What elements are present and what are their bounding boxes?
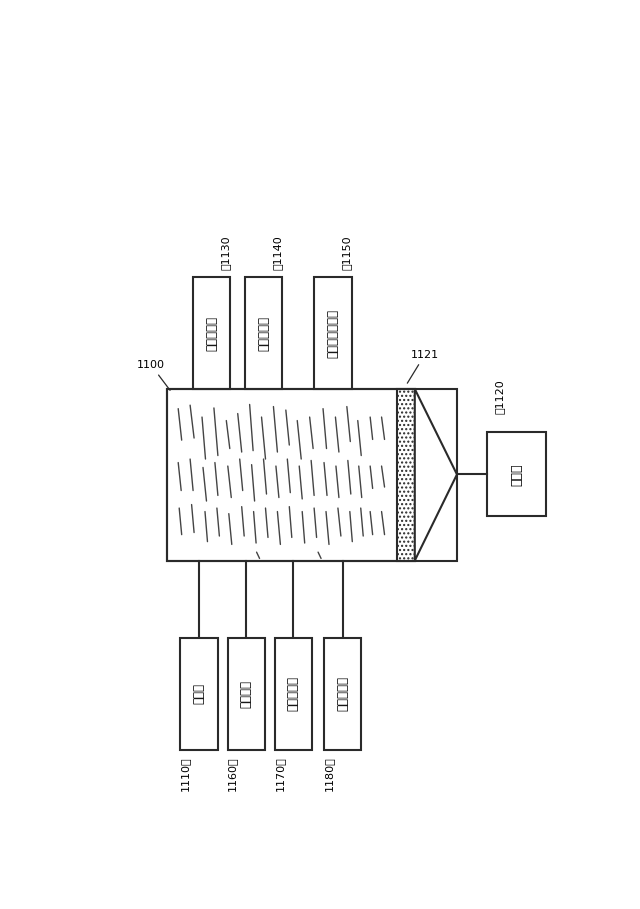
Text: ～1130: ～1130 (220, 235, 230, 270)
Text: 1110～: 1110～ (180, 756, 190, 791)
Text: 1100: 1100 (137, 360, 170, 390)
Text: 1180～: 1180～ (324, 756, 334, 791)
Text: ～1140: ～1140 (273, 235, 282, 270)
Bar (167, 389, 457, 561)
Text: 水流発生部: 水流発生部 (337, 676, 349, 711)
Bar (314, 277, 351, 389)
Text: ～1150: ～1150 (342, 235, 352, 270)
Text: 温度センサ: 温度センサ (205, 315, 218, 351)
Bar (486, 433, 547, 516)
Bar (245, 277, 282, 389)
Text: 1121: 1121 (407, 350, 439, 384)
Text: 給水部: 給水部 (193, 683, 205, 704)
Text: 酸素供給部: 酸素供給部 (287, 676, 300, 711)
Bar (167, 389, 415, 561)
Bar (397, 389, 415, 561)
Text: 塩度センサ: 塩度センサ (257, 315, 270, 351)
Text: 光照射部: 光照射部 (239, 680, 253, 707)
Polygon shape (415, 389, 457, 561)
Text: 溶存酸素量検知: 溶存酸素量検知 (326, 308, 339, 357)
Bar (324, 637, 362, 750)
Text: 排水部: 排水部 (510, 464, 523, 485)
Bar (275, 637, 312, 750)
Bar (228, 637, 265, 750)
Bar (180, 637, 218, 750)
Bar (193, 277, 230, 389)
Text: 1160～: 1160～ (227, 756, 237, 791)
Text: ～1120: ～1120 (494, 379, 504, 414)
Text: 1170～: 1170～ (275, 756, 284, 791)
